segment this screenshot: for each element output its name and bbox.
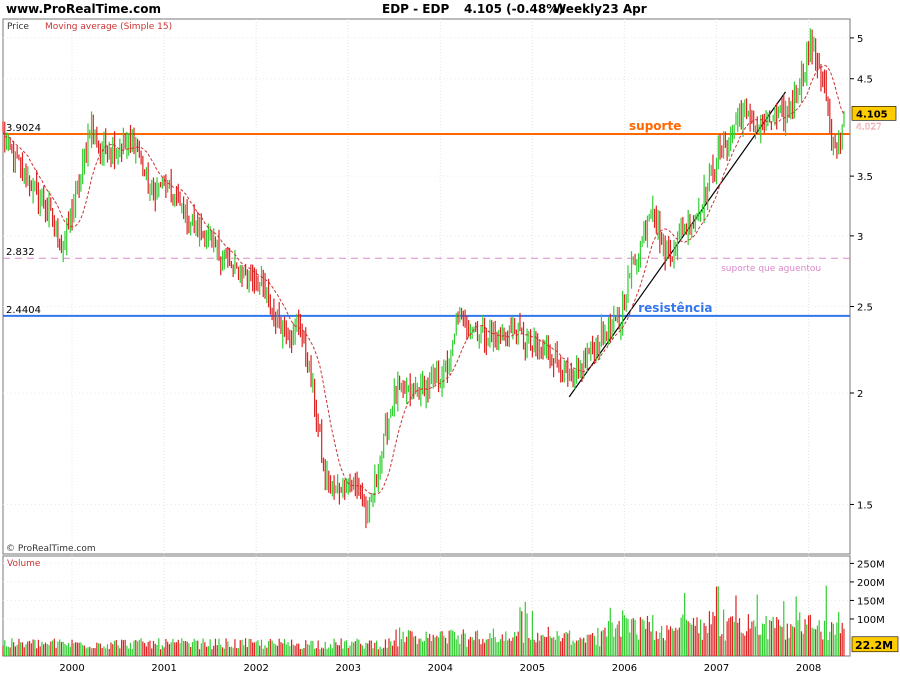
volume-tick-label: 200M (857, 578, 885, 589)
ma-legend: Moving average (Simple 15) (45, 22, 172, 32)
moving-average (2, 65, 845, 495)
y-tick-label: 3.5 (857, 172, 873, 183)
x-tick-label: 2008 (796, 663, 821, 674)
last-price-value: 4.105 (856, 109, 888, 120)
date-title: 23 Apr (602, 2, 647, 16)
symbol-title: EDP - EDP (382, 2, 450, 16)
volume-bars (2, 585, 845, 656)
site-title[interactable]: www.ProRealTime.com (6, 2, 161, 16)
dashed_support-price-label: 2.832 (6, 247, 35, 258)
volume-tick-label: 100M (857, 615, 885, 626)
y-tick-label: 1.5 (857, 500, 873, 511)
x-tick-label: 2003 (336, 663, 361, 674)
y-tick-label: 5 (857, 34, 863, 45)
price-candles (2, 28, 845, 529)
y-tick-label: 3 (857, 232, 863, 243)
volume-tick-label: 250M (857, 559, 885, 570)
support-label: suporte (629, 119, 681, 133)
dashed-support-label: suporte que aguentou (721, 264, 821, 274)
price-panel-label: Price (7, 22, 29, 32)
x-tick-label: 2000 (59, 663, 84, 674)
last-volume-badge (851, 636, 899, 653)
period-title: Weekly (553, 2, 603, 16)
axes: 2000 2001 2002 2003 2004 2005 2006 2007 2008 1.5 2… (59, 34, 899, 674)
x-tick-label: 2006 (612, 663, 637, 674)
y-tick-label: 2 (857, 389, 863, 400)
resistance-label: resistência (638, 301, 712, 315)
volume-panel-label: Volume (7, 559, 41, 569)
last-price-badge (851, 106, 897, 121)
ma-last-value: 4.027 (856, 122, 882, 132)
price-panel-frame (2, 18, 851, 555)
x-tick-label: 2001 (151, 663, 176, 674)
watermark: © ProRealTime.com (6, 544, 96, 554)
y-tick-label: 2.5 (857, 303, 873, 314)
support-price-label: 3.9024 (6, 123, 41, 134)
last-volume-value: 22.2M (855, 639, 893, 652)
resistance-price-label: 2.4404 (6, 305, 41, 316)
x-tick-label: 2007 (704, 663, 729, 674)
x-tick-label: 2002 (243, 663, 268, 674)
y-tick-label: 4.5 (857, 75, 873, 86)
quote-title: 4.105 (-0.48%) (464, 2, 564, 16)
x-tick-label: 2005 (520, 663, 545, 674)
x-tick-label: 2004 (428, 663, 453, 674)
volume-tick-label: 150M (857, 596, 885, 607)
moving-average-line (2, 65, 845, 495)
